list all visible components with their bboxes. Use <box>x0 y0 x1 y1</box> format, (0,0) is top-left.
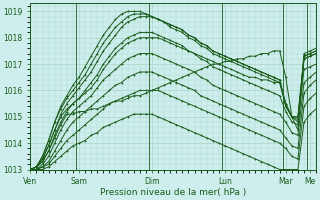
X-axis label: Pression niveau de la mer( hPa ): Pression niveau de la mer( hPa ) <box>100 188 246 197</box>
